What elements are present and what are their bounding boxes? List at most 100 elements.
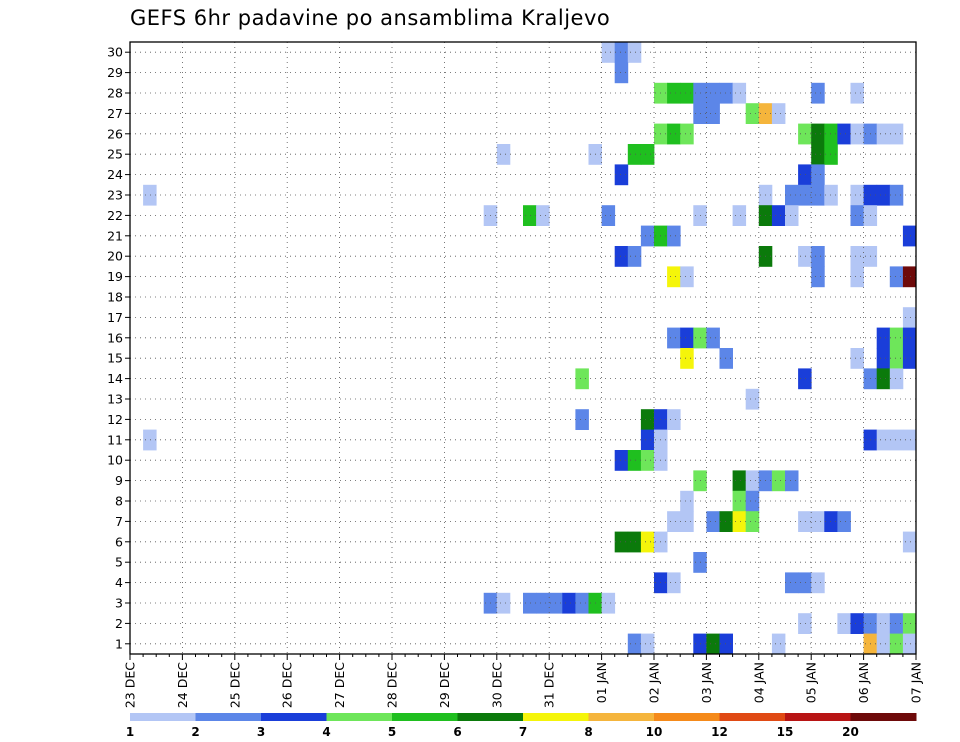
heatmap-cell: [667, 266, 681, 288]
x-tick-label: 05 JAN: [804, 662, 819, 703]
heatmap-cell: [811, 164, 825, 186]
heatmap-cell: [627, 531, 642, 553]
y-tick-label: 7: [115, 514, 123, 529]
colorbar-label: 2: [191, 725, 199, 739]
heatmap-cell: [719, 82, 733, 104]
x-tick-label: 23 DEC: [123, 662, 138, 708]
heatmap-cell: [627, 450, 642, 471]
heatmap-cell: [902, 531, 917, 553]
heatmap-cell: [902, 327, 917, 349]
heatmap-cell: [496, 592, 511, 614]
heatmap-cell: [876, 184, 891, 206]
heatmap-cell: [876, 429, 891, 451]
colorbar-label: 15: [777, 725, 794, 739]
heatmap-cell: [850, 246, 864, 267]
heatmap-cell: [798, 511, 812, 532]
x-tick-label: 03 JAN: [699, 662, 714, 703]
heatmap-cell: [627, 144, 642, 165]
x-tick-label: 25 DEC: [227, 662, 242, 708]
heatmap-cell: [876, 368, 891, 390]
heatmap-cell: [667, 225, 681, 247]
heatmap-cell: [889, 123, 904, 145]
heatmap-cell: [824, 184, 838, 206]
x-tick-label: 29 DEC: [437, 662, 452, 708]
heatmap-cell: [496, 144, 511, 165]
heatmap-cell: [640, 409, 655, 430]
colorbar-label: 6: [453, 725, 461, 739]
heatmap-cell: [536, 205, 550, 226]
heatmap-cell: [680, 123, 694, 145]
heatmap-cell: [706, 103, 720, 124]
y-tick-label: 12: [107, 412, 123, 427]
heatmap-cell: [785, 470, 799, 492]
x-tick-label: 27 DEC: [332, 662, 347, 708]
heatmap-cell: [889, 613, 904, 634]
heatmap-cell: [902, 633, 917, 655]
heatmap-cell: [771, 205, 786, 226]
x-tick-label: 30 DEC: [489, 662, 504, 708]
colorbar-swatch: [392, 713, 458, 721]
heatmap-cell: [719, 348, 733, 369]
heatmap-cell: [850, 613, 864, 634]
heatmap-cell: [876, 613, 891, 634]
heatmap-cell: [640, 144, 655, 165]
heatmap-cell: [798, 246, 812, 267]
heatmap-cell: [732, 82, 747, 104]
heatmap-cell: [785, 572, 799, 594]
heatmap-cell: [732, 490, 747, 512]
heatmap-cell: [614, 450, 629, 471]
heatmap-cell: [902, 307, 917, 328]
heatmap-cell: [811, 266, 825, 288]
heatmap-cell: [575, 368, 589, 390]
heatmap-cell: [667, 327, 681, 349]
colorbar-label: 5: [388, 725, 396, 739]
y-tick-label: 26: [107, 126, 123, 141]
colorbar-label: 12: [711, 725, 728, 739]
heatmap-cell: [575, 592, 589, 614]
heatmap-cell: [811, 511, 825, 532]
colorbar-label: 4: [322, 725, 330, 739]
heatmap-cell: [811, 184, 825, 206]
heatmap-cell: [719, 633, 733, 655]
heatmap-cell: [745, 388, 760, 410]
heatmap-cell: [771, 470, 786, 492]
heatmap-cell: [824, 511, 838, 532]
heatmap-cell: [614, 42, 629, 63]
heatmap-cell: [902, 225, 917, 247]
colorbar-swatch: [130, 713, 196, 721]
colorbar-swatch: [457, 713, 524, 721]
heatmap-cell: [889, 327, 904, 349]
y-tick-label: 13: [107, 392, 123, 407]
heatmap-cell: [902, 429, 917, 451]
y-tick-label: 10: [107, 453, 123, 468]
heatmap-cell: [785, 205, 799, 226]
colorbar-label: 3: [257, 725, 265, 739]
y-tick-label: 25: [107, 147, 123, 162]
y-tick-label: 16: [107, 330, 123, 345]
colorbar-swatch: [654, 713, 720, 721]
heatmap-cell: [876, 633, 891, 655]
y-tick-label: 5: [115, 555, 123, 570]
heatmap-cell: [640, 429, 655, 451]
colorbar-label: 7: [519, 725, 527, 739]
x-tick-label: 02 JAN: [647, 662, 662, 703]
colorbar-label: 10: [646, 725, 663, 739]
heatmap-cell: [614, 164, 629, 186]
heatmap-cell: [601, 205, 616, 226]
heatmap-cell: [745, 511, 760, 532]
heatmap-cell: [640, 633, 655, 655]
heatmap-cell: [824, 144, 838, 165]
heatmap-cell: [536, 592, 550, 614]
heatmap-cell: [680, 82, 694, 104]
heatmap-cell: [811, 572, 825, 594]
heatmap-cell: [889, 184, 904, 206]
heatmap-cell: [850, 205, 864, 226]
heatmap-cell: [811, 123, 825, 145]
heatmap-cell: [902, 348, 917, 369]
heatmap-cell: [640, 531, 655, 553]
heatmap-cell: [889, 368, 904, 390]
heatmap-cell: [680, 511, 694, 532]
heatmap-cell: [667, 82, 681, 104]
heatmap-cell: [732, 470, 747, 492]
y-tick-label: 6: [115, 534, 123, 549]
